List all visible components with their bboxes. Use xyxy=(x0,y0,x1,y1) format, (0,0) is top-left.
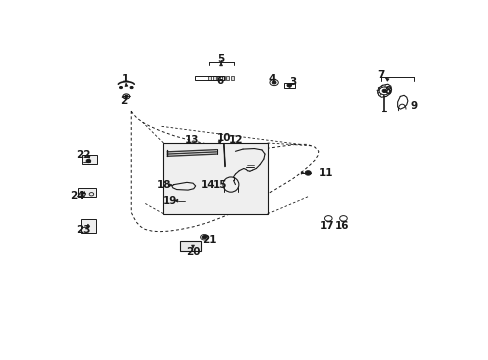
Circle shape xyxy=(86,159,90,163)
Circle shape xyxy=(305,171,310,175)
Bar xyxy=(230,76,233,80)
Text: 16: 16 xyxy=(334,221,349,231)
Bar xyxy=(82,155,97,164)
Bar xyxy=(212,76,215,80)
Text: 8: 8 xyxy=(384,86,390,96)
Text: 4: 4 xyxy=(268,74,276,84)
Text: 14: 14 xyxy=(201,180,215,190)
Text: 9: 9 xyxy=(409,100,416,111)
Text: 11: 11 xyxy=(319,168,333,178)
Bar xyxy=(81,220,96,233)
Bar xyxy=(208,76,211,80)
Circle shape xyxy=(272,81,275,84)
Text: 10: 10 xyxy=(216,133,231,143)
Bar xyxy=(78,188,96,197)
Text: 24: 24 xyxy=(70,191,84,201)
Text: 23: 23 xyxy=(76,225,90,235)
Text: 18: 18 xyxy=(157,180,171,190)
Bar xyxy=(180,241,201,251)
Circle shape xyxy=(215,177,219,181)
Bar xyxy=(217,76,220,80)
Circle shape xyxy=(130,86,133,89)
Text: 6: 6 xyxy=(216,76,223,86)
Bar xyxy=(222,76,224,80)
Text: 20: 20 xyxy=(185,247,200,257)
Bar xyxy=(163,143,267,214)
Circle shape xyxy=(124,95,127,98)
Bar xyxy=(226,76,229,80)
Circle shape xyxy=(202,235,206,239)
Text: 12: 12 xyxy=(228,135,243,145)
Bar xyxy=(195,76,224,80)
Text: 21: 21 xyxy=(202,235,217,245)
Bar xyxy=(284,83,294,88)
Text: 22: 22 xyxy=(76,150,90,159)
Text: 7: 7 xyxy=(377,70,384,80)
Text: 15: 15 xyxy=(213,180,227,190)
Text: 17: 17 xyxy=(319,221,334,231)
Text: 3: 3 xyxy=(289,77,296,87)
Circle shape xyxy=(119,86,122,89)
Text: 13: 13 xyxy=(184,135,199,145)
Circle shape xyxy=(381,89,386,93)
Text: 5: 5 xyxy=(217,54,224,64)
Circle shape xyxy=(286,84,291,87)
Text: 2: 2 xyxy=(120,96,127,107)
Text: 19: 19 xyxy=(163,195,177,206)
Text: 1: 1 xyxy=(122,74,129,84)
